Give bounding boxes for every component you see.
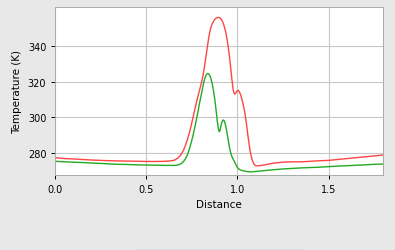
- Line: Dry Air CHT: Dry Air CHT: [55, 18, 383, 166]
- Wet Air CHT: [227, 145, 231, 148]
- Dry Air CHT: [216, 17, 221, 20]
- X-axis label: Distance: Distance: [196, 200, 242, 209]
- Dry Air CHT: [107, 160, 112, 162]
- Wet Air CHT: [220, 119, 225, 122]
- Wet Air CHT: [126, 163, 130, 166]
- Wet Air CHT: [107, 163, 112, 166]
- Dry Air CHT: [253, 164, 258, 168]
- Wet Air CHT: [213, 105, 218, 108]
- Line: Wet Air CHT: Wet Air CHT: [55, 74, 383, 172]
- Dry Air CHT: [381, 154, 386, 157]
- Dry Air CHT: [227, 54, 231, 57]
- Y-axis label: Temperature (K): Temperature (K): [12, 50, 22, 133]
- Dry Air CHT: [126, 160, 130, 163]
- Wet Air CHT: [248, 171, 252, 174]
- Wet Air CHT: [241, 170, 245, 172]
- Dry Air CHT: [220, 22, 225, 25]
- Dry Air CHT: [241, 102, 245, 105]
- Dry Air CHT: [53, 156, 58, 160]
- Wet Air CHT: [53, 160, 58, 163]
- Wet Air CHT: [381, 163, 386, 166]
- Dry Air CHT: [212, 19, 217, 22]
- Wet Air CHT: [205, 73, 210, 76]
